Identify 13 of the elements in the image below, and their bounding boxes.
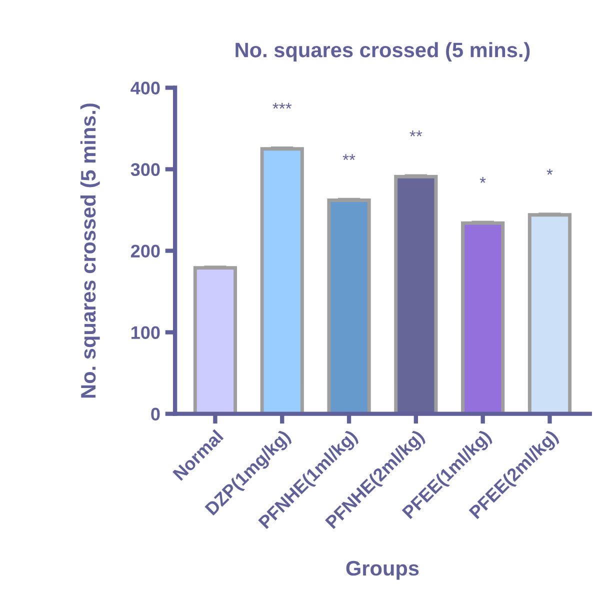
y-tick-label: 300 bbox=[130, 163, 160, 176]
annotation: * bbox=[546, 168, 553, 175]
y-axis-title: No. squares crossed (5 mins.) bbox=[80, 104, 100, 398]
chart-title: No. squares crossed (5 mins.) bbox=[236, 42, 530, 62]
y-tick-label: 200 bbox=[130, 244, 160, 258]
annotation: * bbox=[480, 177, 486, 183]
y-tick-label: 100 bbox=[132, 326, 160, 340]
y-tick-label: 400 bbox=[130, 82, 160, 94]
x-axis-title: Groups bbox=[346, 560, 419, 580]
annotation: ** bbox=[410, 130, 422, 136]
y-tick-label: 0 bbox=[151, 408, 160, 421]
annotation: *** bbox=[272, 102, 292, 109]
annotation: ** bbox=[342, 154, 356, 160]
